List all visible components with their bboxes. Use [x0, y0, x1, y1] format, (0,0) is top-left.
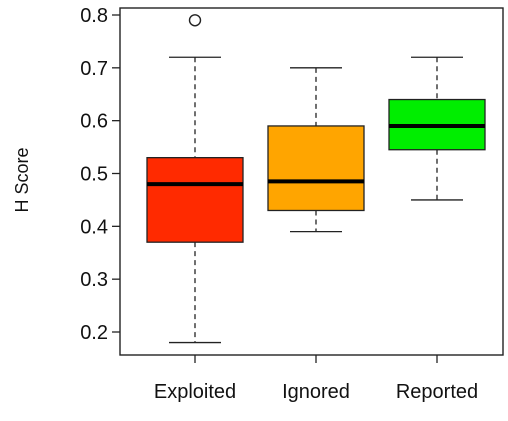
y-tick-label: 0.8	[80, 5, 108, 27]
x-tick-label-reported: Reported	[396, 381, 478, 403]
y-axis-label: H Score	[12, 147, 32, 212]
x-tick-label-ignored: Ignored	[282, 381, 350, 403]
box-exploited	[146, 14, 244, 344]
y-tick-label: 0.6	[80, 111, 108, 133]
y-tick-label: 0.4	[80, 216, 108, 238]
y-tick-label: 0.7	[80, 58, 108, 80]
x-axis: Exploited Ignored Reported	[154, 355, 478, 403]
box-ignored	[267, 67, 365, 233]
plot-frame	[119, 7, 504, 356]
box-reported	[388, 56, 486, 201]
outlier-point	[188, 14, 202, 27]
boxes-layer	[146, 14, 486, 344]
x-tick-label-exploited: Exploited	[154, 381, 236, 403]
y-tick-label: 0.3	[80, 269, 108, 291]
y-tick-label: 0.2	[80, 322, 108, 344]
y-tick-label: 0.5	[80, 164, 108, 186]
iqr-box	[267, 125, 365, 212]
y-axis: 0.2 0.3 0.4 0.5 0.6 0.7 0.8	[80, 5, 120, 344]
iqr-box	[146, 156, 244, 243]
